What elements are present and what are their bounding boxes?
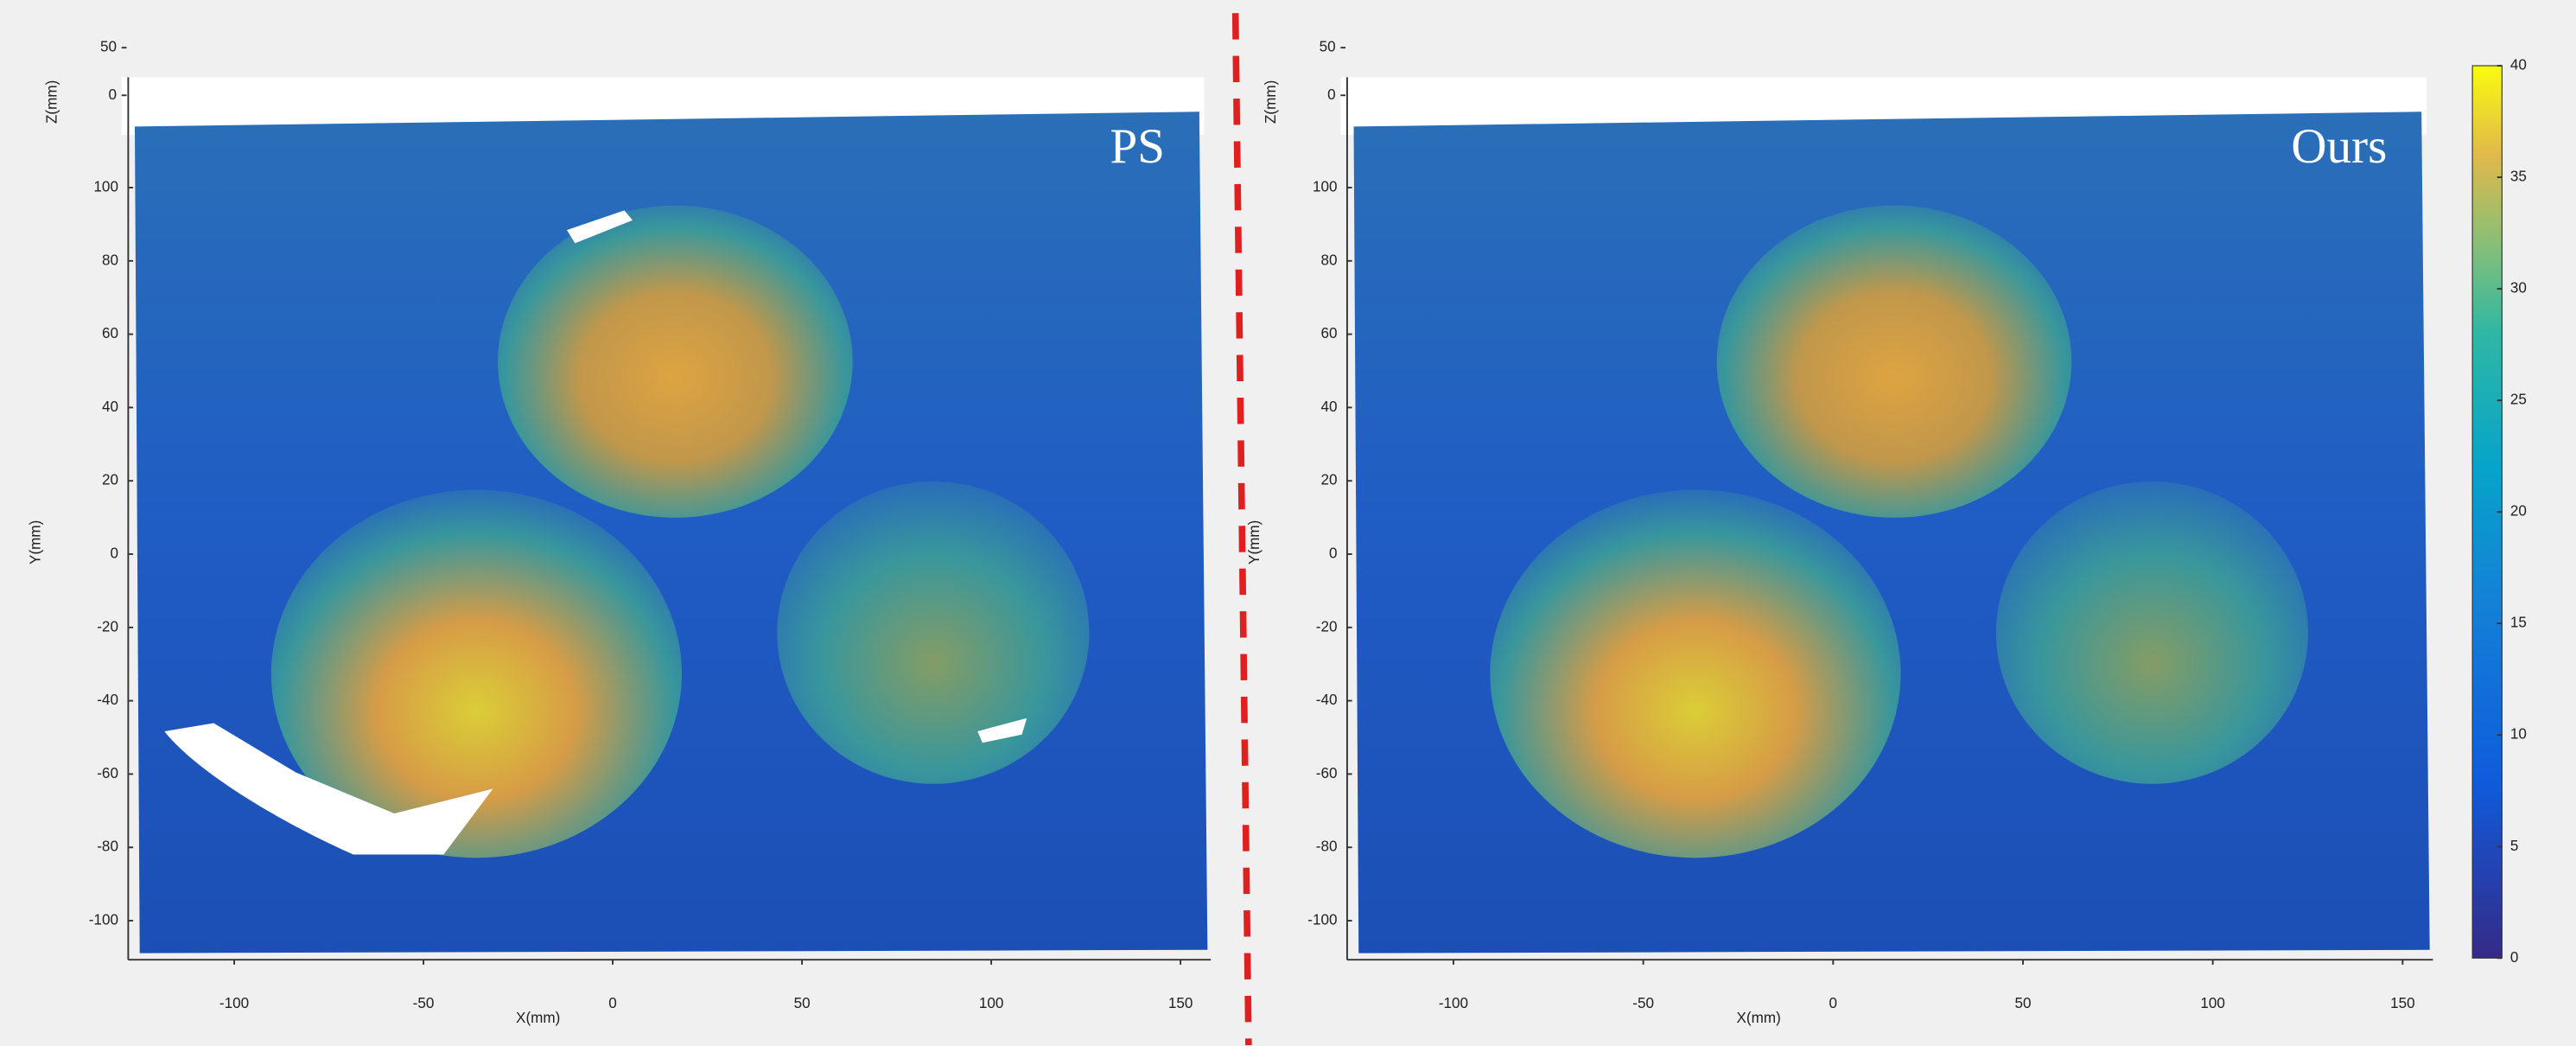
y-tick-label: -60 — [97, 765, 118, 781]
colorbar-tick-label: 20 — [2510, 503, 2527, 520]
y-tick-label: -20 — [1316, 618, 1338, 635]
y-tick-label: 100 — [93, 179, 118, 195]
z-tick-label: 0 — [109, 86, 118, 103]
y-tick-label: -80 — [97, 839, 118, 855]
y-axis-label: Y(mm) — [27, 520, 43, 564]
colorbar-tick-label: 25 — [2510, 392, 2527, 408]
y-tick-label: 0 — [110, 545, 118, 562]
y-tick-label: -40 — [1316, 692, 1338, 708]
z-tick-label: 50 — [1320, 39, 1336, 55]
y-tick-label: 40 — [102, 399, 118, 415]
x-tick-label: -100 — [1439, 995, 1468, 1011]
colorbar-tick-label: 5 — [2510, 838, 2519, 854]
y-tick-label: 0 — [1329, 545, 1338, 562]
colorbar-tick-label: 15 — [2510, 615, 2527, 631]
y-tick-label: 60 — [102, 325, 118, 341]
colorbar-tick-label: 35 — [2510, 169, 2527, 185]
x-tick-label: 0 — [1829, 995, 1838, 1011]
x-tick-label: 100 — [2200, 995, 2225, 1011]
divider — [1231, 13, 1252, 1046]
y-tick-label: 40 — [1321, 399, 1338, 415]
shell — [1490, 489, 1901, 858]
x-tick-label: 100 — [979, 995, 1004, 1011]
colorbar-tick-label: 40 — [2510, 57, 2527, 73]
shell — [1995, 481, 2309, 784]
z-tick-label: 50 — [100, 39, 117, 55]
z-axis-label: Z(mm) — [43, 80, 60, 124]
colorbar-tick-label: 0 — [2510, 949, 2519, 966]
y-tick-label: -80 — [1316, 839, 1338, 855]
missing-region — [164, 723, 493, 855]
y-tick-label: -20 — [97, 618, 118, 635]
y-tick-label: -60 — [1316, 765, 1338, 781]
panel-title: PS — [1110, 119, 1165, 174]
x-tick-label: -50 — [1632, 995, 1654, 1011]
shell — [777, 481, 1090, 784]
y-tick-label: 80 — [102, 252, 118, 268]
x-tick-label: -50 — [413, 995, 435, 1011]
x-tick-label: 50 — [2014, 995, 2031, 1011]
x-axis-label: X(mm) — [1737, 1010, 1781, 1026]
x-tick-label: 150 — [1168, 995, 1193, 1011]
y-tick-label: -100 — [89, 912, 118, 928]
missing-region — [566, 210, 633, 244]
missing-region — [977, 718, 1027, 743]
shell — [498, 205, 853, 518]
x-tick-label: 0 — [608, 995, 617, 1011]
y-tick-label: 100 — [1313, 179, 1338, 195]
shell — [1716, 205, 2072, 518]
y-tick-label: 60 — [1321, 325, 1338, 341]
shell — [270, 489, 683, 858]
colorbar-tick-label: 10 — [2510, 726, 2527, 743]
y-axis-label: Y(mm) — [1246, 520, 1263, 564]
y-tick-label: -100 — [1307, 912, 1337, 928]
z-tick-label: 0 — [1327, 86, 1336, 103]
x-tick-label: 150 — [2390, 995, 2415, 1011]
panel-title: Ours — [2291, 119, 2387, 174]
x-tick-label: 50 — [794, 995, 811, 1011]
colorbar-tick-label: 30 — [2510, 280, 2527, 297]
x-axis-label: X(mm) — [516, 1010, 560, 1026]
y-tick-label: 20 — [1321, 472, 1338, 488]
y-tick-label: 80 — [1321, 252, 1338, 268]
x-tick-label: -100 — [219, 995, 249, 1011]
y-tick-label: -40 — [97, 692, 118, 708]
y-tick-label: 20 — [102, 472, 118, 488]
z-axis-label: Z(mm) — [1263, 80, 1279, 124]
